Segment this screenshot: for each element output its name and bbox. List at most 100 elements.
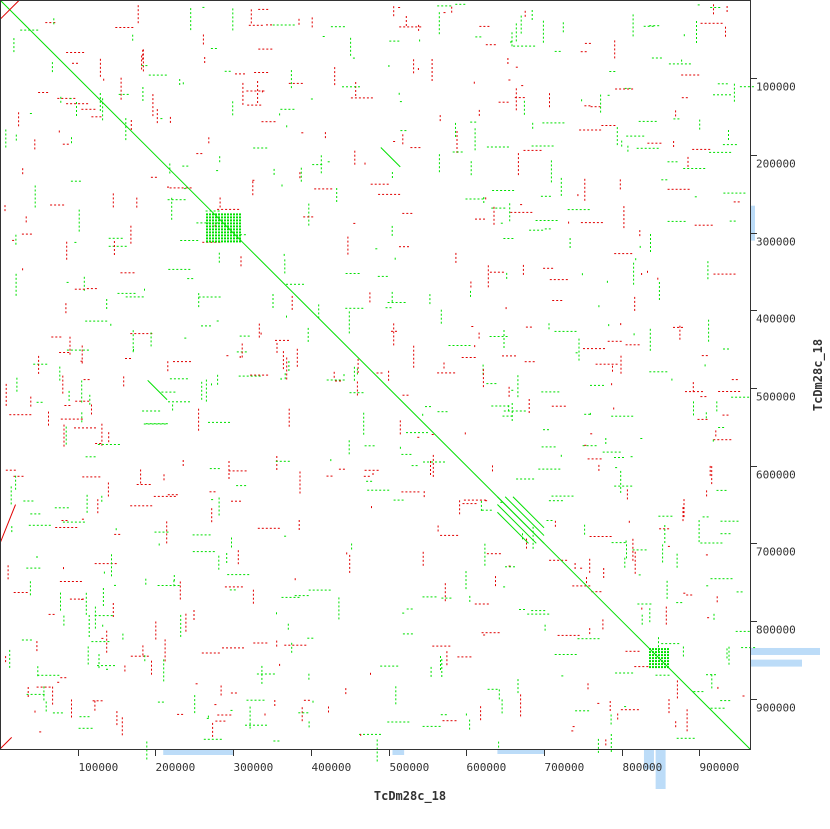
match-dot [63,352,66,353]
match-dot [311,25,313,28]
match-dot [165,585,168,586]
match-dot [34,567,37,569]
match-dot [79,581,82,582]
match-dot [274,704,276,706]
match-dot [503,207,506,209]
match-dot [490,383,493,385]
match-dot [89,402,91,405]
match-dot [257,724,259,726]
match-dot [202,34,204,37]
match-dot [489,271,492,273]
match-dot [237,208,240,210]
match-dot [366,480,369,482]
match-dot [648,147,651,149]
match-dot [107,641,110,643]
match-dot [65,307,67,310]
match-dot [539,145,542,147]
match-dot [302,595,305,597]
match-dot [101,439,103,442]
match-dot [367,489,370,491]
match-dot [701,691,704,693]
y-tick-label: 500000 [756,391,796,404]
match-dot [192,551,195,553]
match-dot [330,26,333,28]
match-dot [728,650,730,653]
match-dot [141,65,144,67]
match-dot [541,229,544,231]
match-dot [105,320,108,322]
match-dot [57,681,60,683]
match-dot [68,390,70,393]
match-dot [579,129,582,131]
match-dot [273,172,275,175]
match-dot [693,413,694,416]
match-dot [218,501,220,504]
match-dot [441,659,443,661]
match-dot [62,379,64,382]
match-dot [254,90,257,92]
match-dot [216,170,219,172]
match-dot [609,705,611,707]
match-dot [67,352,70,353]
match-dot [296,644,299,646]
match-dot [142,87,144,89]
match-dot [597,746,599,749]
match-dot [123,376,125,379]
repeat-block-dot [655,654,657,657]
match-dot [81,361,83,364]
match-dot [185,613,187,616]
match-dot [78,427,80,429]
match-dot [82,288,85,290]
match-dot [628,709,631,711]
match-dot [39,731,42,733]
match-dot [711,686,713,689]
match-dot [167,186,169,188]
match-dot [493,44,496,46]
match-dot [180,268,183,270]
match-dot [74,241,77,243]
match-dot [619,183,621,186]
match-dot [187,278,190,280]
match-dot [15,483,17,486]
match-dot [336,192,338,194]
match-dot [438,154,440,157]
repeat-block-dot [233,216,235,219]
match-dot [85,600,87,603]
match-dot [711,482,713,485]
match-dot [502,101,505,103]
match-dot [713,12,714,15]
match-dot [166,525,168,528]
match-dot [40,686,43,688]
match-dot [625,650,628,652]
match-dot [639,234,641,237]
match-dot [167,494,170,496]
match-dot [258,72,261,73]
match-dot [308,721,310,724]
match-dot [204,534,207,536]
match-dot [532,542,534,545]
match-dot [523,410,526,412]
match-dot [232,8,234,11]
match-dot [347,248,349,251]
match-dot [196,551,199,553]
match-dot [45,363,48,365]
match-dot [307,699,310,701]
match-dot [508,409,510,412]
match-dot [549,391,552,393]
match-dot [520,204,523,206]
match-dot [658,298,660,300]
match-dot [342,86,344,88]
match-dot [320,589,323,591]
match-dot [78,229,80,232]
match-dot [348,440,350,443]
match-dot [356,393,358,396]
match-dot [623,222,625,225]
match-dot [65,520,68,521]
match-dot [508,394,510,397]
match-dot [224,421,226,423]
match-dot [125,292,128,294]
match-dot [142,53,144,56]
match-dot [205,399,207,402]
match-dot [120,272,123,274]
match-dot [258,331,260,334]
